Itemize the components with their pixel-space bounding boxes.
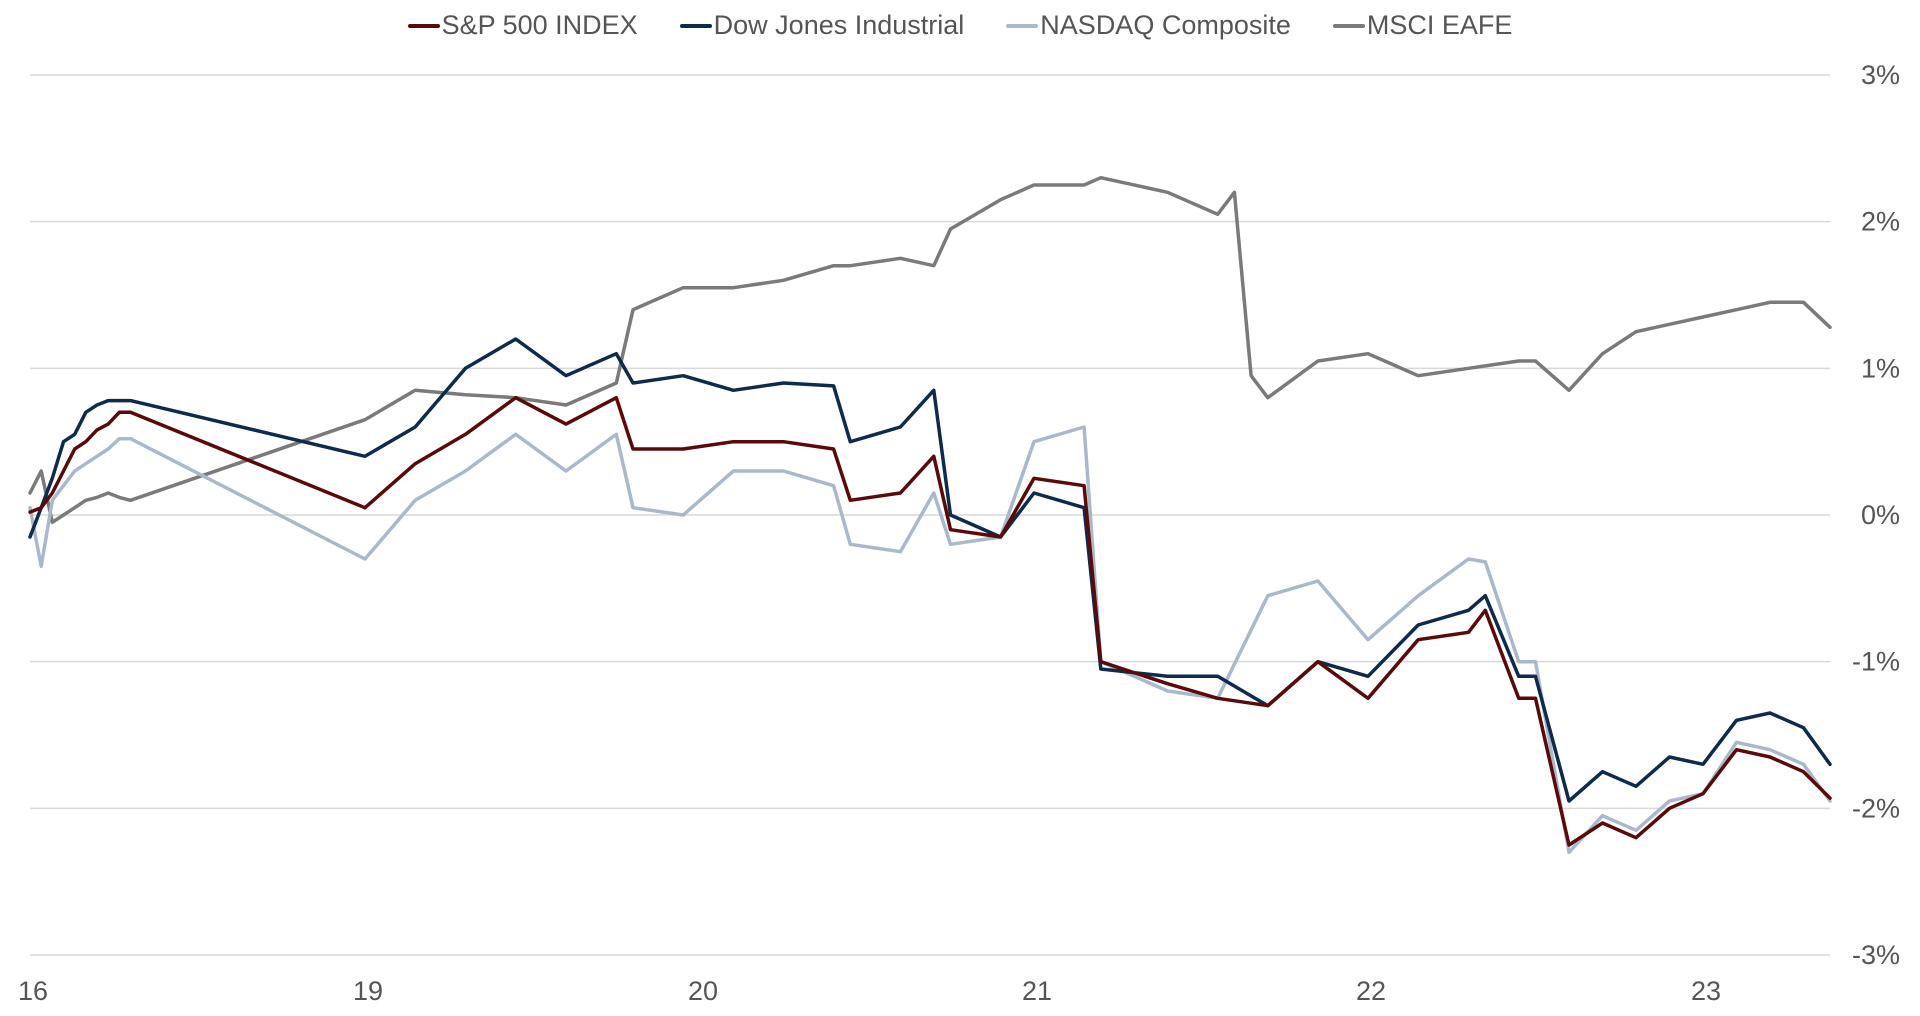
legend-swatch-nasdaq xyxy=(1006,23,1039,28)
y-tick-label: -2% xyxy=(1852,793,1900,823)
y-tick-label: -3% xyxy=(1852,940,1900,970)
series-line-s-p-500-index xyxy=(28,395,1832,847)
series-lines xyxy=(28,175,1832,855)
x-tick-label: 21 xyxy=(1022,976,1052,1006)
legend-label-nasdaq: NASDAQ Composite xyxy=(1040,10,1291,40)
y-tick-label: 2% xyxy=(1861,207,1900,237)
legend-label-sp500: S&P 500 INDEX xyxy=(441,10,638,40)
x-tick-label: 22 xyxy=(1356,976,1386,1006)
legend-label-dow-jones: Dow Jones Industrial xyxy=(713,10,965,40)
y-tick-label: 1% xyxy=(1861,353,1900,383)
legend-swatch-sp500 xyxy=(407,23,440,28)
legend-swatch-dow-jones xyxy=(679,23,712,28)
x-tick-label: 23 xyxy=(1691,976,1721,1006)
series-line-dow-jones-industrial xyxy=(28,337,1832,803)
y-tick-label: 3% xyxy=(1861,60,1900,90)
legend-label-msci-eafe: MSCI EAFE xyxy=(1366,10,1513,40)
grid-lines xyxy=(30,74,1830,956)
x-tick-label: 20 xyxy=(688,976,718,1006)
series-line-nasdaq-composite xyxy=(28,425,1832,855)
legend-item-sp500: S&P 500 INDEX xyxy=(407,10,638,41)
legend-item-msci-eafe: MSCI EAFE xyxy=(1332,10,1513,41)
y-tick-label: -1% xyxy=(1852,647,1900,677)
y-tick-label: 0% xyxy=(1861,500,1900,530)
x-tick-label: 19 xyxy=(353,976,383,1006)
chart-legend: S&P 500 INDEX Dow Jones Industrial NASDA… xyxy=(0,10,1920,41)
x-tick-label: 16 xyxy=(18,976,48,1006)
legend-swatch-msci-eafe xyxy=(1332,23,1365,28)
x-axis-tick-labels: 16 19 20 21 22 23 xyxy=(18,976,1721,1006)
series-line-msci-eafe xyxy=(28,175,1832,525)
y-axis-tick-labels: 3% 2% 1% 0% -1% -2% -3% xyxy=(1852,60,1900,970)
legend-item-nasdaq: NASDAQ Composite xyxy=(1006,10,1291,41)
legend-item-dow-jones: Dow Jones Industrial xyxy=(679,10,965,41)
